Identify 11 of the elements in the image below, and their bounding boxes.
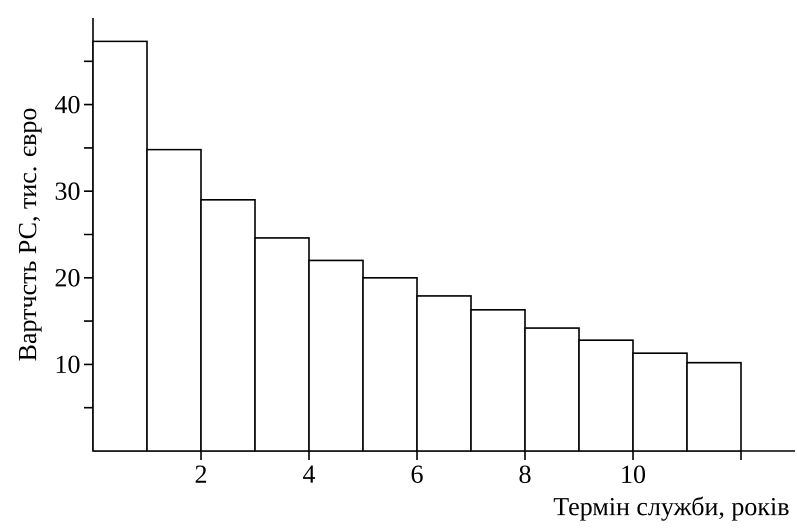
y-tick-label: 40 xyxy=(54,96,80,114)
x-tick-label: 4 xyxy=(303,466,316,483)
x-tick-label: 10 xyxy=(622,466,646,484)
x-tick-label: 2 xyxy=(196,466,206,483)
y-tick-label: 30 xyxy=(56,182,80,200)
x-tick-label: 6 xyxy=(412,466,423,483)
x-axis-title: Термін служби, років xyxy=(554,496,789,521)
y-tick-label: 10 xyxy=(56,356,80,374)
y-tick-label: 20 xyxy=(56,269,80,287)
x-tick-label: 8 xyxy=(519,466,531,484)
y-axis-title: Вартчсть РС, тис. євро xyxy=(18,108,42,361)
